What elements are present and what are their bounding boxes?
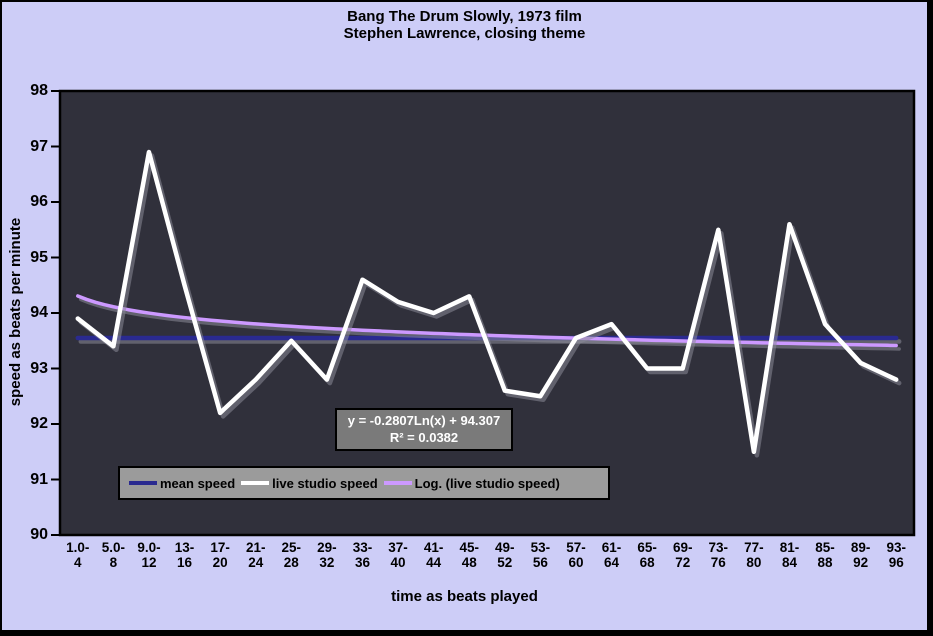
live-studio-speed-line-swatch-icon [241,481,270,485]
legend-label-log-trendline: Log. (live studio speed) [414,475,560,491]
x-tick-label: 37- 40 [388,540,408,570]
x-tick-label: 93- 96 [886,540,906,570]
x-tick-label: 9.0- 12 [137,540,161,570]
legend-label-live-studio-speed: live studio speed [272,475,378,491]
x-tick-label: 85- 88 [815,540,835,570]
x-tick-label: 13- 16 [174,540,195,570]
y-tick-label: 91 [30,470,48,488]
legend-item-log-trendline: Log. (live studio speed) [383,475,566,491]
x-tick-label: 1.0- 4 [66,540,90,570]
chart-title-line1: Bang The Drum Slowly, 1973 film [347,8,582,25]
y-tick-label: 96 [30,193,48,210]
mean-speed-line-swatch-icon [129,481,157,485]
chart-title: Bang The Drum Slowly, 1973 film Stephen … [2,8,927,42]
x-tick-label: 53- 56 [530,540,551,570]
y-tick-label: 97 [30,137,48,155]
x-tick-label: 77- 80 [744,540,764,570]
x-tick-label: 33- 36 [352,540,373,570]
legend-label-mean-speed: mean speed [160,475,236,491]
x-tick-label: 61- 64 [601,540,622,570]
y-tick-label: 95 [30,248,48,266]
y-tick-label: 94 [30,304,48,321]
x-tick-label: 41- 44 [423,540,444,570]
x-tick-label: 29- 32 [317,540,337,570]
chart-title-line2: Stephen Lawrence, closing theme [343,25,586,42]
x-axis-title: time as beats played [391,588,538,605]
y-tick-label: 98 [30,82,48,99]
x-tick-label: 69- 72 [672,540,693,570]
trendline-equation: y = -0.2807Ln(x) + 94.307 [347,413,501,428]
r-squared-value: R² = 0.0382 [389,430,459,445]
x-tick-label: 65- 68 [637,540,657,570]
y-tick-label: 93 [30,359,48,377]
trendline-equation-box: y = -0.2807Ln(x) + 94.307 R² = 0.0382 [335,408,513,451]
x-tick-label: 45- 48 [459,540,479,570]
legend-item-mean-speed: mean speed [129,476,241,491]
x-tick-label: 25- 28 [281,540,302,570]
x-tick-label: 57- 60 [566,540,586,570]
x-tick-label: 49- 52 [495,540,515,570]
x-tick-label: 5.0- 8 [101,540,125,570]
legend: mean speed live studio speed Log. (live … [118,466,610,500]
x-tick-label: 17- 20 [210,540,230,570]
x-tick-label: 21- 24 [245,540,266,570]
y-tick-label: 92 [30,415,48,432]
log-trendline-swatch-icon [383,481,412,485]
plot-area [51,89,916,537]
legend-item-live-studio-speed: live studio speed [241,476,383,491]
x-tick-label: 89- 92 [850,540,871,570]
x-tick-label: 81- 84 [779,540,800,570]
y-tick-label: 90 [30,526,48,543]
x-tick-label: 73- 76 [708,540,729,570]
